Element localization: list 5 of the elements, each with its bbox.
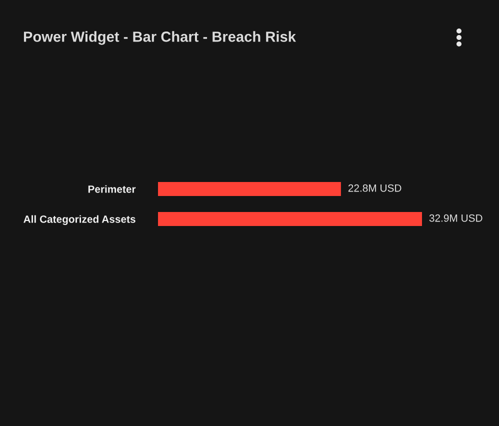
chart-title: Power Widget - Bar Chart - Breach Risk (24, 31, 296, 45)
y-tick-label: All Categorized Assets (24, 215, 136, 225)
data-label: 32.9M USD (429, 214, 482, 222)
data-label: 22.8M USD (348, 184, 402, 192)
y-tick-label: Perimeter (88, 185, 136, 193)
